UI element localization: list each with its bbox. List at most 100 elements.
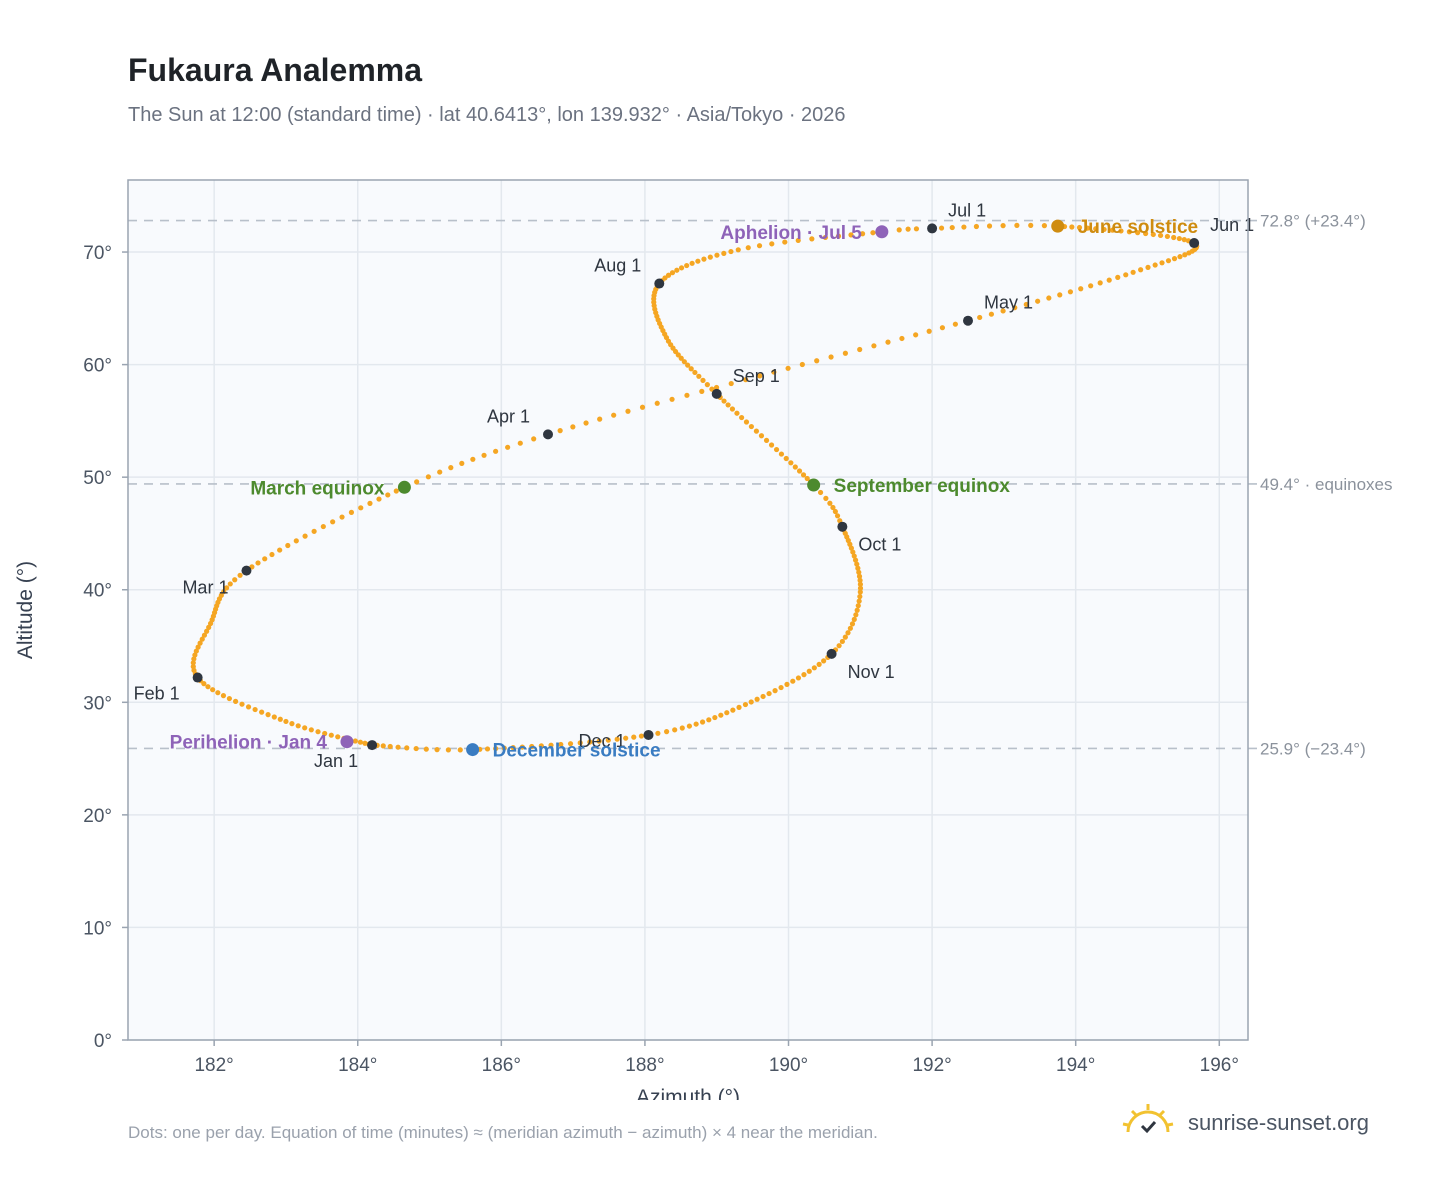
daily-dot [973,223,980,230]
daily-dot [792,464,798,470]
daily-dot [748,699,754,705]
daily-dot [721,250,727,256]
daily-dot [605,737,611,743]
daily-dot [654,400,660,406]
month-marker [1189,238,1200,249]
event-marker [466,743,480,757]
analemma-chart: 72.8° (+23.4°) 49.4° · equinoxes 25.9° (−2… [14,179,1393,1100]
month-marker-label: Dec 1 [579,731,626,751]
daily-dot [834,513,841,519]
daily-dot [721,398,727,404]
daily-dot [380,743,386,749]
daily-dot [1176,235,1182,242]
daily-dot [1115,274,1121,280]
daily-dot [856,573,863,579]
daily-dot [758,433,765,439]
daily-dot [195,644,201,650]
daily-dot [700,377,706,383]
daily-dot [459,460,465,466]
month-marker-label: Mar 1 [182,578,228,598]
daily-dot [827,500,833,506]
month-marker-label: Jun 1 [1210,215,1254,235]
x-tick-label: 192° [912,1055,951,1076]
daily-dot [949,224,955,231]
brand[interactable]: sunrise-sunset.org [1120,1102,1369,1143]
sun-logo-icon [1120,1102,1176,1143]
daily-dot [728,248,734,255]
y-tick-label: 70° [83,243,112,264]
daily-dot [206,624,212,630]
event-label: Perihelion · Jan 4 [170,733,328,754]
daily-dot [1182,252,1188,258]
daily-dot [423,746,429,752]
daily-dot [367,500,373,506]
daily-dot [913,226,920,232]
daily-dot [760,693,766,700]
y-axis-label: Altitude (°) [14,561,37,659]
daily-dot [517,440,523,446]
daily-dot [289,721,295,727]
daily-dot [804,475,810,482]
daily-dot [201,632,208,638]
daily-dot [457,747,463,753]
daily-dot [754,696,760,702]
y-tick-label: 20° [83,806,112,827]
daily-dot [1165,258,1172,264]
daily-dot [199,636,205,642]
daily-dot [357,739,364,745]
daily-dot [769,241,775,247]
daily-dot [425,474,431,480]
daily-dot [395,744,401,750]
daily-dot [849,621,856,627]
daily-dot [718,712,724,718]
event-markers: March equinox September equinox June solst… [170,217,1198,761]
y-tick-label: 0° [94,1031,112,1052]
daily-dot [283,718,289,725]
daily-dot [339,514,345,520]
daily-dot [796,468,803,474]
daily-dot [778,684,784,691]
daily-dot [771,369,777,375]
daily-dot [1130,269,1136,275]
chart-subtitle: The Sun at 12:00 (standard time) · lat 4… [128,104,846,126]
month-marker [711,388,722,399]
daily-dot [1078,286,1084,292]
daily-dot [1012,305,1018,311]
daily-dot [686,723,693,729]
daily-dot [735,247,741,253]
daily-dot [190,660,196,666]
daily-dot [1159,260,1165,266]
daily-dot [1143,230,1149,237]
daily-dot [192,652,198,658]
daily-dot [848,232,854,238]
plot-area [128,180,1248,1040]
daily-dot [320,523,326,530]
daily-dot [714,252,720,258]
daily-dot [1000,223,1006,229]
event-marker [807,478,821,492]
daily-dot [302,725,308,731]
daily-dot [570,424,576,430]
daily-dot [237,572,243,578]
daily-dot [277,716,283,722]
daily-dot [265,712,271,718]
daily-dot [1157,232,1164,239]
daily-dot [538,743,544,749]
daily-dot [1126,229,1132,235]
daily-dot [262,556,268,562]
daily-dot [854,561,860,567]
daily-dot [1164,233,1170,240]
daily-dot [358,505,364,511]
daily-dot [814,358,820,364]
daily-dot [493,745,499,752]
daily-dot [445,747,451,753]
daily-dot [836,643,842,649]
daily-dot [220,693,227,699]
daily-dot [696,373,702,379]
reference-line-label: 25.9° (−23.4°) [1260,739,1366,758]
daily-dot [1023,301,1029,308]
daily-dot [743,377,749,383]
daily-dot [1093,226,1099,232]
daily-dot [510,745,516,751]
month-marker-label: Nov 1 [848,662,895,682]
